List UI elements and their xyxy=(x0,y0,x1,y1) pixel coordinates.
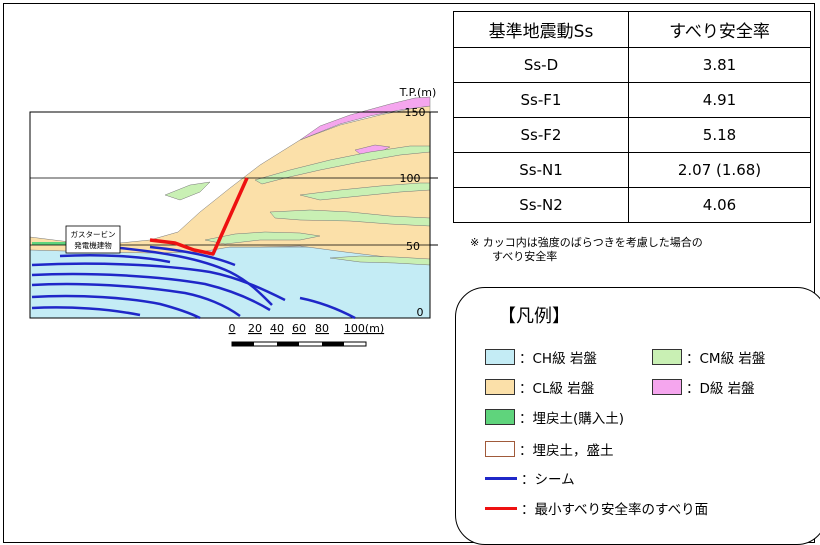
cm-rock-lens xyxy=(204,231,321,245)
table-row: Ss-N2 4.06 xyxy=(453,187,811,223)
distance-tick-label: 0 xyxy=(229,322,236,335)
elevation-tick-label: 150 xyxy=(405,106,426,119)
table-header-row: 基準地震動Ss すべり安全率 xyxy=(453,11,811,48)
header-factor: すべり安全率 xyxy=(628,11,811,48)
building-label-line2: 発電機建物 xyxy=(74,240,112,250)
table-row: Ss-F1 4.91 xyxy=(453,82,811,118)
cell-motion: Ss-N2 xyxy=(453,187,629,223)
distance-tick-label: 60 xyxy=(292,322,306,335)
safety-factor-table: 基準地震動Ss すべり安全率 Ss-D 3.81 Ss-F1 4.91 Ss-F… xyxy=(453,11,811,223)
seam-lines xyxy=(31,245,356,320)
seam-line xyxy=(31,262,286,302)
table-footnote: ※ カッコ内は強度のばらつきを考慮した場合の すべり安全率 xyxy=(470,236,703,264)
footnote-line2: すべり安全率 xyxy=(492,250,558,263)
cl-rock-swatch xyxy=(485,379,515,395)
cell-factor: 3.81 xyxy=(628,47,811,83)
seam-line xyxy=(59,254,171,264)
legend-label-cm: ：CM級 岩盤 xyxy=(686,351,766,367)
backfill-swatch xyxy=(485,441,515,457)
legend-item-cm: ：CM級 岩盤 xyxy=(652,347,765,367)
table-row: Ss-N1 2.07 (1.68) xyxy=(453,152,811,188)
legend-label-d: ：D級 岩盤 xyxy=(686,381,755,397)
legend-item-cl: ：CL級 岩盤 xyxy=(485,377,594,397)
legend-item-d: ：D級 岩盤 xyxy=(652,377,755,397)
cell-factor: 5.18 xyxy=(628,117,811,153)
legend-item-slip: ：最小すべり安全率のすべり面 xyxy=(485,498,708,518)
seam-line xyxy=(31,294,201,320)
cell-factor: 2.07 (1.68) xyxy=(628,152,811,188)
seam-line xyxy=(299,296,356,320)
distance-scale-segment xyxy=(232,342,254,346)
legend-label-cl: ：CL級 岩盤 xyxy=(519,381,595,397)
d-rock-swatch xyxy=(652,379,682,395)
minimum-slip-surface xyxy=(149,177,249,256)
cm-rock-lens xyxy=(164,181,211,201)
building-label-line1: ガスタービン xyxy=(71,229,116,239)
d-rock-zone xyxy=(299,96,431,141)
purchased-backfill-swatch xyxy=(485,409,515,425)
legend-label-seam: ：シーム xyxy=(521,472,575,488)
distance-tick-label: 100(m) xyxy=(344,322,384,335)
purchased-backfill-strip xyxy=(32,242,70,245)
ch-rock-swatch xyxy=(485,349,515,365)
gas-turbine-building xyxy=(65,225,121,254)
distance-tick-label: 20 xyxy=(248,322,262,335)
slip-line-swatch xyxy=(485,506,517,510)
legend-item-backfill: ：埋戻土，盛土 xyxy=(485,439,614,459)
geological-cross-section: ガスタービン 発電機建物 T.P.(m) 150 100 50 0 0 20 4… xyxy=(29,86,438,347)
elevation-axis-unit: T.P.(m) xyxy=(399,86,437,99)
seam-line xyxy=(149,245,236,267)
cell-motion: Ss-N1 xyxy=(453,152,629,188)
seam-line xyxy=(31,306,141,317)
distance-scale-segment xyxy=(277,342,299,346)
table-row: Ss-F2 5.18 xyxy=(453,117,811,153)
cell-motion: Ss-D xyxy=(453,47,629,83)
seam-line xyxy=(31,272,271,312)
seam-line xyxy=(31,282,241,318)
section-outline xyxy=(29,111,431,319)
table-row: Ss-D 3.81 xyxy=(453,47,811,83)
distance-tick-label: 80 xyxy=(315,322,329,335)
seam-line-swatch xyxy=(485,476,517,480)
cm-rock-swatch xyxy=(652,349,682,365)
legend-title: 【凡例】 xyxy=(498,306,570,327)
distance-tick-label: 40 xyxy=(270,322,284,335)
legend-label-slip: ：最小すべり安全率のすべり面 xyxy=(521,502,709,518)
legend-box: 【凡例】 ：CH級 岩盤 ：CM級 岩盤 ：CL級 岩盤 ：D級 岩盤 ：埋戻土… xyxy=(455,287,820,545)
elevation-tick-label: 50 xyxy=(406,240,420,253)
elevation-tick-label: 0 xyxy=(417,306,424,319)
legend-label-ch: ：CH級 岩盤 xyxy=(519,351,597,367)
legend-item-ch: ：CH級 岩盤 xyxy=(485,347,597,367)
legend-label-purchased: ：埋戻土(購入土) xyxy=(519,411,625,427)
cell-factor: 4.91 xyxy=(628,82,811,118)
cell-motion: Ss-F2 xyxy=(453,117,629,153)
legend-item-purchased: ：埋戻土(購入土) xyxy=(485,407,624,427)
legend-item-seam: ：シーム xyxy=(485,468,575,488)
cell-motion: Ss-F1 xyxy=(453,82,629,118)
elevation-tick-label: 100 xyxy=(400,172,421,185)
seam-line xyxy=(119,246,273,306)
legend-label-backfill: ：埋戻土，盛土 xyxy=(519,443,614,459)
footnote-line1: ※ カッコ内は強度のばらつきを考慮した場合の xyxy=(470,236,703,249)
distance-scale-segment xyxy=(322,342,344,346)
cell-factor: 4.06 xyxy=(628,187,811,223)
header-motion: 基準地震動Ss xyxy=(453,11,629,48)
